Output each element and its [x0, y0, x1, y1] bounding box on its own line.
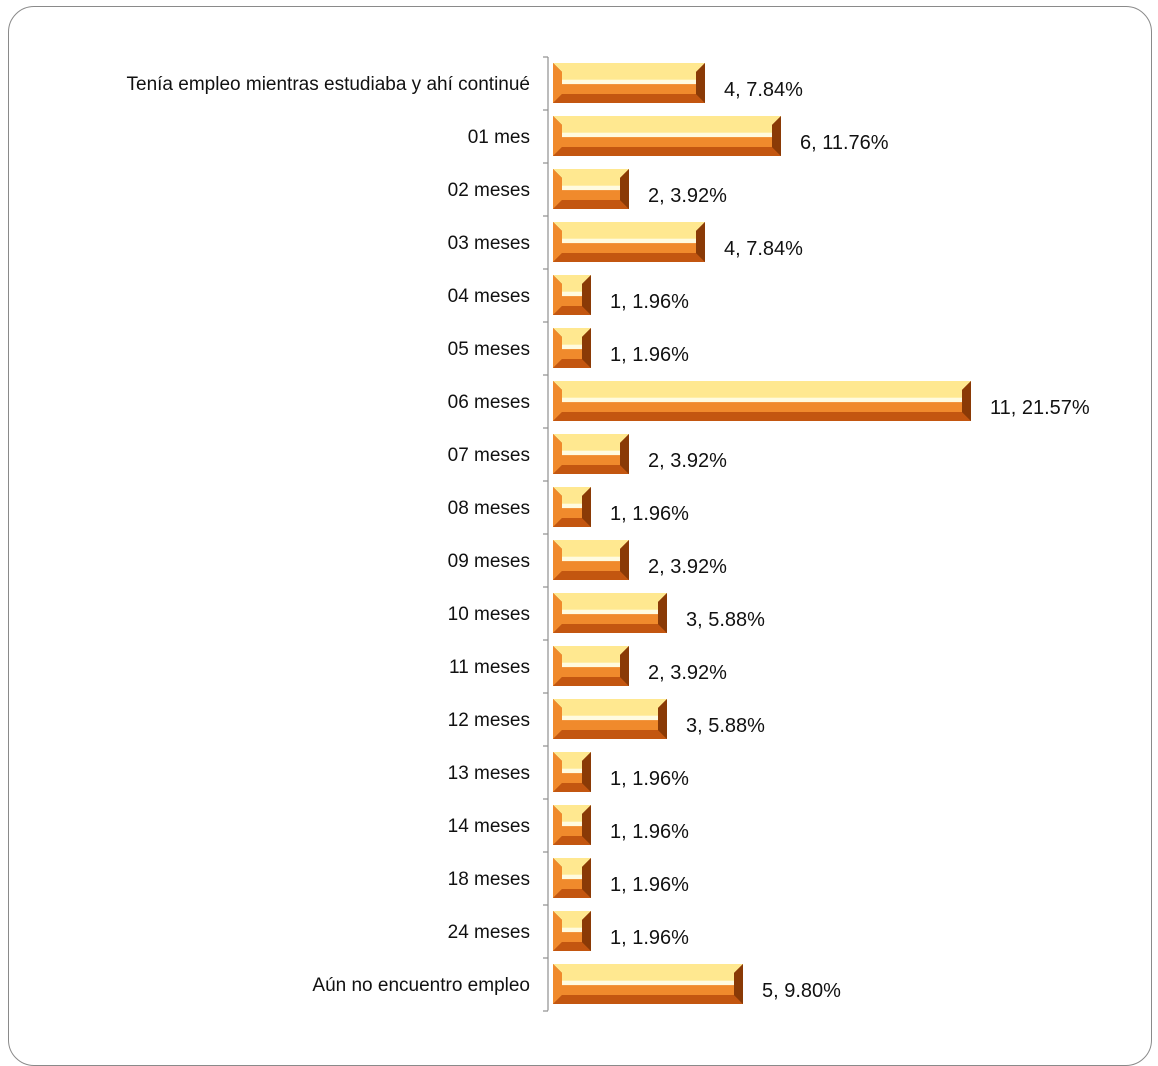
data-label: 1, 1.96%: [610, 768, 689, 790]
bar: [553, 858, 591, 898]
bars: [553, 63, 971, 1004]
category-label: 18 meses: [448, 869, 530, 890]
bar-chart: Tenía empleo mientras estudiaba y ahí co…: [127, 56, 1090, 1012]
bar: [553, 593, 667, 633]
data-label: 5, 9.80%: [762, 980, 841, 1002]
data-label: 3, 5.88%: [686, 715, 765, 737]
category-label: 10 meses: [448, 604, 530, 625]
category-label: Aún no encuentro empleo: [312, 975, 530, 996]
data-label: 11, 21.57%: [990, 397, 1090, 419]
bar: [553, 487, 591, 527]
category-label: 03 meses: [448, 233, 530, 254]
data-label: 1, 1.96%: [610, 927, 689, 949]
data-label: 1, 1.96%: [610, 291, 689, 313]
data-label: 1, 1.96%: [610, 344, 689, 366]
data-label: 3, 5.88%: [686, 609, 765, 631]
category-label: 05 meses: [448, 339, 530, 360]
bar: [553, 222, 705, 262]
category-label: 14 meses: [448, 816, 530, 837]
bar: [553, 434, 629, 474]
data-label: 1, 1.96%: [610, 874, 689, 896]
category-label: 07 meses: [448, 445, 530, 466]
bar: [553, 540, 629, 580]
category-label: 08 meses: [448, 498, 530, 519]
bar: [553, 646, 629, 686]
category-label: 24 meses: [448, 922, 530, 943]
category-label: Tenía empleo mientras estudiaba y ahí co…: [127, 74, 530, 95]
bar: [553, 328, 591, 368]
category-label: 01 mes: [468, 127, 530, 148]
bar: [553, 116, 781, 156]
data-label: 2, 3.92%: [648, 185, 727, 207]
bar: [553, 805, 591, 845]
bar: [553, 169, 629, 209]
bar: [553, 381, 971, 421]
data-label: 4, 7.84%: [724, 79, 803, 101]
bar: [553, 911, 591, 951]
category-label: 04 meses: [448, 286, 530, 307]
category-label: 12 meses: [448, 710, 530, 731]
category-label: 11 meses: [449, 657, 530, 678]
category-axis: [543, 56, 549, 1012]
data-label: 1, 1.96%: [610, 821, 689, 843]
data-label: 2, 3.92%: [648, 556, 727, 578]
bar: [553, 63, 705, 103]
data-labels: 4, 7.84% 6, 11.76% 2, 3.92% 4, 7.84% 1, 1.96…: [610, 79, 1090, 1002]
bar: [553, 964, 743, 1004]
data-label: 1, 1.96%: [610, 503, 689, 525]
bar: [553, 699, 667, 739]
category-labels: Tenía empleo mientras estudiaba y ahí co…: [127, 74, 530, 996]
bar: [553, 752, 591, 792]
data-label: 4, 7.84%: [724, 238, 803, 260]
category-label: 13 meses: [448, 763, 530, 784]
data-label: 6, 11.76%: [800, 132, 889, 154]
category-label: 02 meses: [448, 180, 530, 201]
data-label: 2, 3.92%: [648, 662, 727, 684]
category-label: 06 meses: [448, 392, 530, 413]
bar: [553, 275, 591, 315]
data-label: 2, 3.92%: [648, 450, 727, 472]
category-label: 09 meses: [448, 551, 530, 572]
